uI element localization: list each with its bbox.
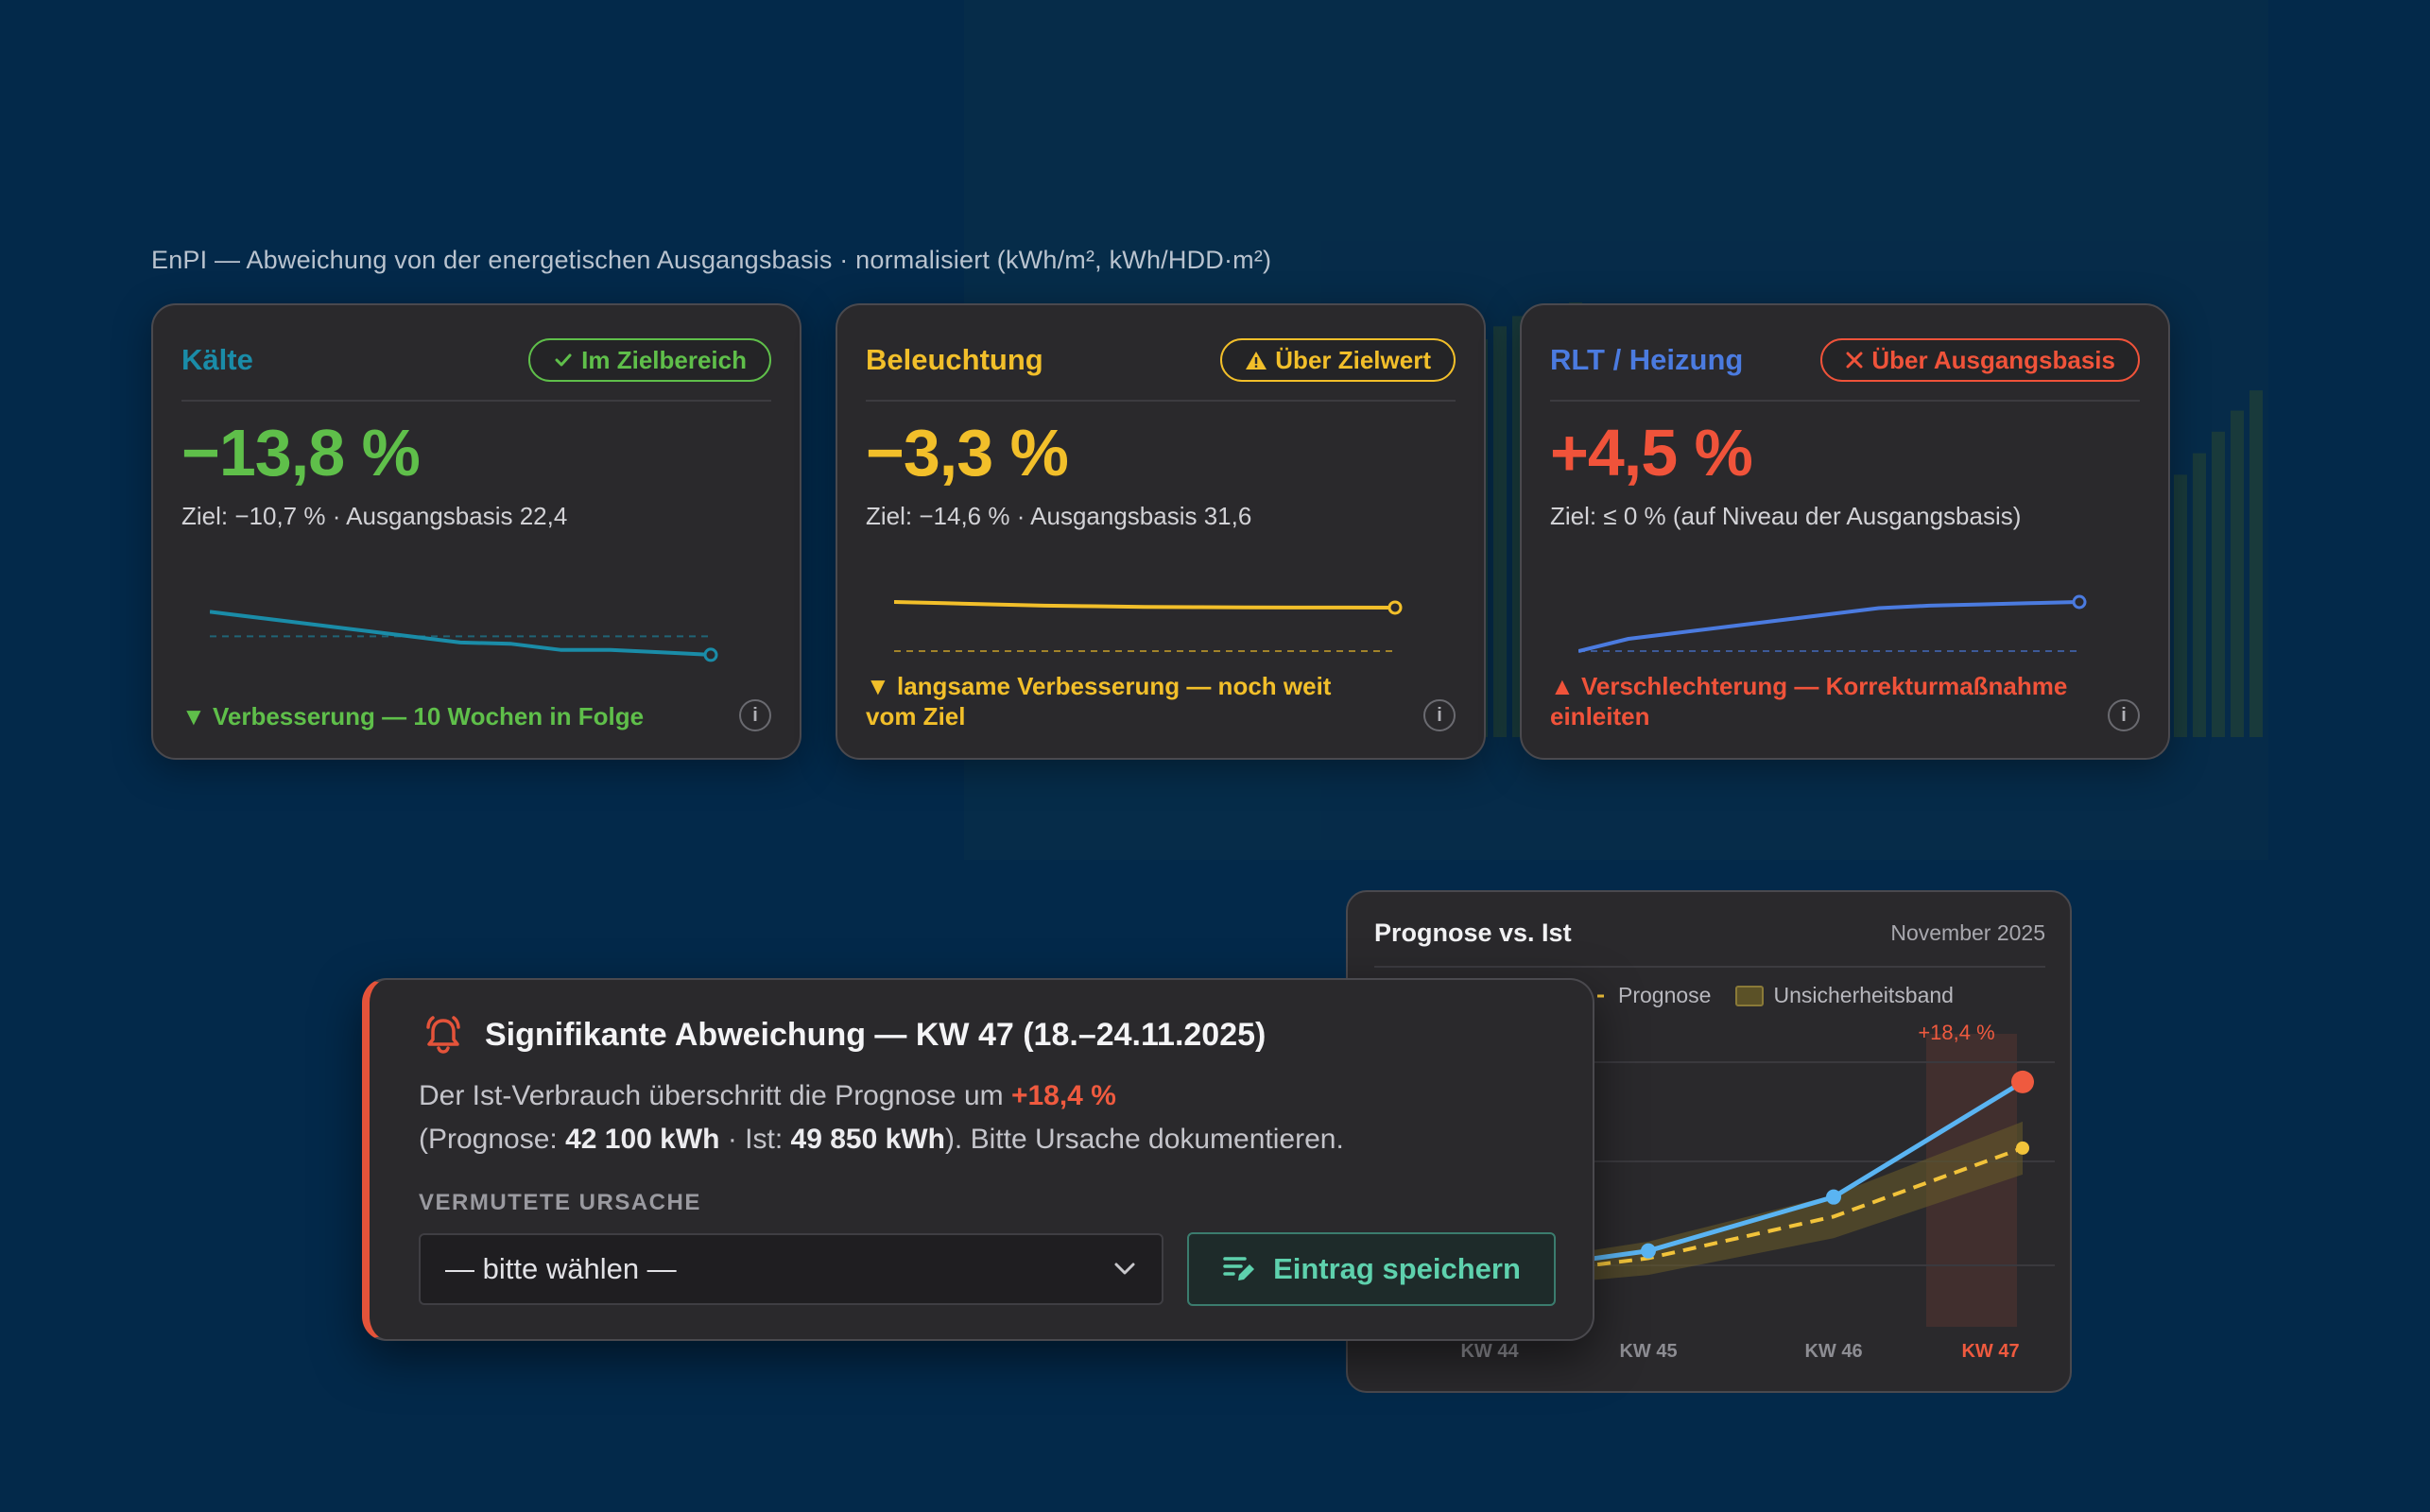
legend-item-prognose: Prognose — [1575, 983, 1711, 1008]
check-icon — [555, 353, 572, 367]
info-icon[interactable]: i — [1423, 699, 1456, 731]
background-bar — [2231, 410, 2244, 737]
sparkline — [894, 600, 1403, 652]
info-icon[interactable]: i — [2108, 699, 2140, 731]
sparkline-series — [210, 610, 712, 657]
sparkline-endpoint — [2072, 594, 2087, 610]
band-swatch-icon — [1735, 985, 1765, 1006]
info-icon[interactable]: i — [739, 699, 771, 731]
x-tick-label: KW 46 — [1804, 1341, 1862, 1362]
data-point-ist — [2011, 1070, 2034, 1093]
status-badge-label: Über Ausgangsbasis — [1871, 345, 2115, 374]
background-bar — [2174, 474, 2187, 737]
divider — [1550, 400, 2140, 402]
alert-message: Der Ist-Verbrauch überschritt die Progno… — [419, 1074, 1344, 1161]
chevron-down-icon — [1114, 1263, 1135, 1275]
background-bar — [2249, 390, 2263, 737]
triangle-down-icon: ▼ — [866, 672, 890, 700]
sparkline — [210, 610, 718, 662]
kpi-target: Ziel: −10,7 % · Ausgangsbasis 22,4 — [181, 502, 568, 530]
prognose-value: 42 100 kWh — [565, 1124, 720, 1155]
deviation-value: +18,4 % — [1010, 1080, 1116, 1111]
legend-item-band: Unsicherheitsband — [1735, 983, 1954, 1008]
trend-label: Verschlechterung — Korrekturmaßnahme ein… — [1550, 672, 2068, 730]
divider — [181, 400, 771, 402]
legend-label: Unsicherheitsband — [1773, 983, 1954, 1007]
cause-select[interactable]: — bitte wählen — — [419, 1233, 1163, 1305]
background-bar — [2193, 453, 2206, 737]
save-entry-button[interactable]: Eintrag speichern — [1187, 1232, 1556, 1306]
triangle-down-icon: ▼ — [181, 702, 206, 730]
kpi-title: RLT / Heizung — [1550, 343, 1744, 376]
status-badge: Über Ausgangsbasis — [1820, 338, 2140, 382]
kpi-card-beleuchtung: Beleuchtung Über Zielwert −3,3 % Ziel: −… — [836, 303, 1486, 760]
trend-text: ▲ Verschlechterung — Korrekturmaßnahme e… — [1550, 671, 2094, 731]
background-bar — [1493, 326, 1507, 737]
kpi-value: −13,8 % — [181, 416, 421, 490]
section-heading: EnPI — Abweichung von der energetischen … — [151, 246, 1272, 274]
background-bar — [2212, 431, 2225, 737]
x-icon — [1846, 352, 1863, 369]
sparkline-endpoint — [703, 647, 718, 662]
sparkline — [1578, 594, 2087, 653]
warning-icon — [1246, 352, 1267, 369]
trend-text: ▼ langsame Verbesserung — noch weit vom … — [866, 671, 1376, 731]
data-point-prognose — [2016, 1141, 2029, 1155]
x-tick-label: KW 44 — [1460, 1341, 1519, 1362]
sparkline-endpoint — [1387, 600, 1403, 615]
alert-title: Signifikante Abweichung — KW 47 (18.–24.… — [485, 1016, 1267, 1053]
alert-text: Der Ist-Verbrauch überschritt die Progno… — [419, 1080, 1011, 1111]
forecast-date: November 2025 — [1890, 920, 2045, 945]
kpi-title: Kälte — [181, 343, 253, 376]
kpi-card-rlt-heizung: RLT / Heizung Über Ausgangsbasis +4,5 % … — [1520, 303, 2170, 760]
forecast-title: Prognose vs. Ist — [1374, 919, 1572, 947]
alert-text: · Ist: — [719, 1124, 791, 1155]
sparkline-series — [894, 600, 1396, 610]
ist-value: 49 850 kWh — [790, 1124, 945, 1155]
kpi-card-kaelte: Kälte Im Zielbereich −13,8 % Ziel: −10,7… — [151, 303, 801, 760]
kpi-target: Ziel: ≤ 0 % (auf Niveau der Ausgangsbasi… — [1550, 502, 2022, 530]
kpi-value: +4,5 % — [1550, 416, 1753, 490]
x-tick-label: KW 47 — [1961, 1341, 2019, 1362]
trend-label: langsame Verbesserung — noch weit vom Zi… — [866, 672, 1332, 730]
trend-label: Verbesserung — 10 Wochen in Folge — [212, 702, 645, 730]
status-badge-label: Über Zielwert — [1275, 345, 1431, 374]
cause-label: VERMUTETE URSACHE — [419, 1190, 701, 1215]
sparkline-series — [1578, 600, 2080, 653]
data-point-ist — [1641, 1243, 1656, 1259]
cause-select-value: — bitte wählen — — [445, 1252, 677, 1285]
data-point-ist — [1826, 1189, 1841, 1205]
x-tick-label: KW 45 — [1619, 1341, 1677, 1362]
chart-legend: Prognose Unsicherheitsband — [1575, 983, 1954, 1008]
deviation-alert: Signifikante Abweichung — KW 47 (18.–24.… — [362, 978, 1594, 1341]
status-badge-label: Im Zielbereich — [581, 345, 747, 374]
kpi-value: −3,3 % — [866, 416, 1069, 490]
save-entry-label: Eintrag speichern — [1273, 1252, 1521, 1285]
legend-label: Prognose — [1618, 983, 1712, 1007]
alert-text: ). Bitte Ursache dokumentieren. — [944, 1124, 1344, 1155]
trend-text: ▼ Verbesserung — 10 Wochen in Folge — [181, 701, 644, 731]
peak-label: +18,4 % — [1918, 1021, 1994, 1044]
kpi-target: Ziel: −14,6 % · Ausgangsbasis 31,6 — [866, 502, 1252, 530]
kpi-title: Beleuchtung — [866, 343, 1043, 376]
status-badge: Im Zielbereich — [528, 338, 771, 382]
edit-list-icon — [1223, 1257, 1255, 1280]
divider — [1374, 966, 2045, 968]
triangle-up-icon: ▲ — [1550, 672, 1575, 700]
divider — [866, 400, 1456, 402]
status-badge: Über Zielwert — [1220, 338, 1456, 382]
alert-text: (Prognose: — [419, 1124, 566, 1155]
bell-alert-icon — [426, 1016, 460, 1054]
uncertainty-band — [1490, 1121, 2023, 1290]
